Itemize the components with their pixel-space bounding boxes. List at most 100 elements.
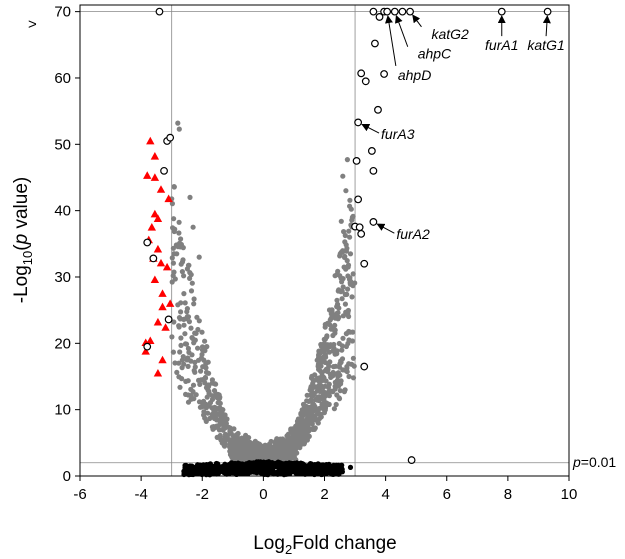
open-circle: [360, 259, 369, 268]
gray-point: [202, 338, 208, 344]
red-triangles-layer: [141, 136, 175, 377]
gray-point: [343, 266, 349, 272]
y-tick-label: 70: [54, 4, 71, 21]
black-point: [201, 469, 207, 475]
gray-point: [293, 446, 299, 452]
gray-point: [304, 392, 310, 398]
black-point: [261, 462, 267, 468]
red-triangle: [158, 355, 167, 364]
gray-point: [178, 236, 184, 242]
open-circle: [543, 7, 552, 16]
gray-point: [339, 347, 345, 353]
gray-point: [334, 297, 340, 303]
gray-point: [331, 406, 337, 412]
gray-point: [227, 449, 234, 455]
gray-point: [209, 405, 215, 411]
gray-point: [170, 349, 176, 355]
open-circle: [143, 238, 152, 247]
gray-point: [181, 322, 187, 328]
annotation-arrow: [361, 123, 380, 134]
gray-point: [312, 404, 318, 410]
gray-point: [341, 389, 347, 395]
black-point: [275, 471, 281, 477]
black-point: [192, 464, 198, 470]
open-circle: [357, 69, 366, 78]
red-triangle: [162, 262, 172, 271]
open-circle: [352, 156, 361, 165]
red-triangle: [164, 194, 173, 203]
gray-point: [303, 403, 309, 410]
gray-point: [207, 415, 213, 422]
gray-point: [344, 291, 350, 297]
annotation-arrow: [395, 14, 409, 47]
gray-point: [179, 269, 185, 275]
gray-point: [345, 307, 351, 314]
gray-point: [256, 444, 262, 450]
gray-point: [328, 311, 334, 317]
open-circle: [371, 39, 379, 48]
x-tick-label: 8: [504, 486, 512, 503]
black-point: [303, 468, 309, 474]
gray-point: [172, 360, 178, 366]
gray-point: [228, 426, 234, 432]
gray-point: [188, 386, 194, 392]
gray-point: [341, 229, 347, 235]
gray-point: [197, 404, 203, 410]
red-triangle: [141, 347, 150, 355]
y-tick-label: 0: [63, 468, 71, 485]
gray-points-layer: [169, 120, 358, 468]
gray-point: [184, 306, 190, 312]
gray-point: [204, 383, 210, 390]
gray-point: [339, 343, 345, 349]
gray-point: [200, 364, 206, 370]
gray-point: [350, 271, 356, 277]
gene-label: furA3: [381, 126, 415, 142]
gray-point: [320, 390, 327, 396]
gray-point: [296, 420, 302, 427]
gray-point: [223, 421, 229, 427]
gray-point: [242, 447, 248, 453]
open-circle: [369, 7, 378, 16]
gray-point: [196, 318, 202, 324]
gray-point: [210, 426, 216, 432]
gray-point: [306, 398, 312, 404]
gray-point: [203, 418, 209, 424]
black-point: [197, 462, 203, 468]
y-axis-title: -Log10(p value): [11, 177, 35, 303]
gray-point: [342, 301, 348, 307]
gray-point: [335, 268, 341, 274]
gray-point: [178, 309, 184, 315]
gray-point: [289, 430, 296, 436]
gray-point: [236, 441, 242, 447]
gray-point: [327, 371, 333, 377]
gray-point: [171, 216, 177, 222]
open-circle: [354, 195, 363, 204]
black-point: [285, 461, 291, 467]
gray-point: [332, 327, 338, 333]
gray-point: [177, 384, 183, 390]
gray-point: [322, 359, 328, 365]
gray-point: [186, 349, 192, 355]
gray-point: [205, 410, 211, 416]
gray-point: [304, 432, 311, 439]
open-circle: [383, 7, 392, 16]
gray-point: [217, 400, 223, 406]
gene-label: ahpC: [418, 46, 452, 62]
open-circle: [369, 166, 378, 175]
open-circle: [143, 342, 152, 351]
gray-point: [181, 291, 187, 297]
gray-point: [342, 253, 348, 260]
black-point: [254, 460, 260, 466]
gray-point: [347, 197, 353, 203]
gray-point: [330, 332, 336, 339]
gray-point: [343, 343, 349, 350]
gray-point: [323, 378, 329, 384]
gray-point: [346, 373, 352, 380]
red-triangle: [153, 244, 163, 253]
gray-point: [328, 342, 334, 348]
gray-point: [216, 392, 222, 398]
gray-point: [336, 287, 342, 293]
gray-point: [199, 344, 206, 350]
red-triangle: [146, 336, 155, 345]
open-circle: [375, 13, 384, 21]
